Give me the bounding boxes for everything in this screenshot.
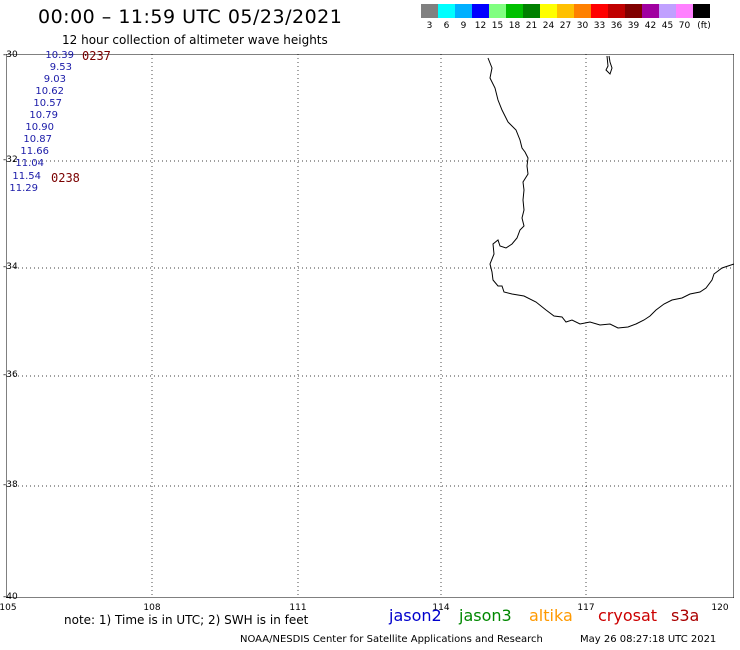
legend-s3a: s3a bbox=[671, 606, 700, 625]
wave-height-label: 11.04 bbox=[15, 158, 44, 169]
wave-height-label: 9.53 bbox=[49, 62, 72, 73]
color-scale-label: 15 bbox=[491, 21, 504, 31]
color-scale-label: 45 bbox=[661, 21, 674, 31]
wave-height-label: 10.87 bbox=[23, 134, 52, 145]
color-swatch bbox=[523, 4, 540, 18]
map-subtitle: 12 hour collection of altimeter wave hei… bbox=[62, 33, 328, 47]
color-swatch bbox=[625, 4, 642, 18]
legend-jason2: jason2 bbox=[389, 606, 442, 625]
color-swatch bbox=[455, 4, 472, 18]
color-scale-label: 6 bbox=[443, 21, 450, 31]
color-scale-label: 39 bbox=[627, 21, 640, 31]
color-swatch bbox=[472, 4, 489, 18]
footer-credit: NOAA/NESDIS Center for Satellite Applica… bbox=[240, 634, 543, 645]
color-swatch bbox=[489, 4, 506, 18]
wave-height-label: 10.90 bbox=[25, 122, 54, 133]
color-swatch bbox=[438, 4, 455, 18]
color-swatch bbox=[540, 4, 557, 18]
color-swatch bbox=[557, 4, 574, 18]
plot-frame bbox=[6, 54, 734, 598]
lon-label-117: 117 bbox=[577, 603, 595, 613]
wave-height-label: 10.39 bbox=[45, 50, 74, 61]
color-scale-label: 30 bbox=[576, 21, 589, 31]
legend-jason3: jason3 bbox=[459, 606, 512, 625]
wave-height-color-scale bbox=[421, 4, 710, 18]
map-plot bbox=[6, 54, 734, 598]
map-title: 00:00 – 11:59 UTC 05/23/2021 bbox=[38, 6, 343, 28]
lon-label-105: 105 bbox=[0, 603, 17, 613]
color-swatch bbox=[676, 4, 693, 18]
color-scale-label: 27 bbox=[559, 21, 572, 31]
color-swatch bbox=[506, 4, 523, 18]
color-scale-label: 36 bbox=[610, 21, 623, 31]
pass-time-label: 0238 bbox=[51, 171, 80, 185]
wave-height-label: 10.79 bbox=[29, 110, 58, 121]
lon-label-111: 111 bbox=[289, 603, 307, 613]
color-swatch bbox=[421, 4, 438, 18]
color-swatch bbox=[693, 4, 710, 18]
wave-height-label: 10.57 bbox=[33, 98, 62, 109]
color-scale-label: 12 bbox=[474, 21, 487, 31]
color-swatch bbox=[642, 4, 659, 18]
color-scale-label: 70 bbox=[678, 21, 691, 31]
lat-label-36: -36 bbox=[3, 370, 18, 380]
color-swatch bbox=[608, 4, 625, 18]
coastline-west-australia bbox=[487, 57, 734, 329]
color-scale-label: 18 bbox=[508, 21, 521, 31]
color-scale-label: 24 bbox=[542, 21, 555, 31]
coastline-islet bbox=[605, 55, 613, 75]
lon-label-120: 120 bbox=[711, 603, 729, 613]
color-swatch bbox=[591, 4, 608, 18]
pass-time-label: 0237 bbox=[82, 49, 111, 63]
wave-height-label: 11.29 bbox=[9, 183, 38, 194]
graticule bbox=[6, 54, 734, 598]
lat-label-40: -40 bbox=[3, 592, 18, 602]
wave-height-label: 11.66 bbox=[20, 146, 49, 157]
lon-label-114: 114 bbox=[432, 603, 450, 613]
color-swatch bbox=[574, 4, 591, 18]
color-scale-label: 21 bbox=[525, 21, 538, 31]
color-scale-label: 9 bbox=[460, 21, 467, 31]
lat-label-30: -30 bbox=[3, 50, 18, 60]
color-scale-label: 3 bbox=[426, 21, 433, 31]
legend-altika: altika bbox=[529, 606, 573, 625]
lat-label-32: -32 bbox=[3, 155, 18, 165]
color-scale-label: (ft) bbox=[697, 21, 711, 31]
footer-timestamp: May 26 08:27:18 UTC 2021 bbox=[580, 634, 717, 645]
color-scale-label: 33 bbox=[593, 21, 606, 31]
units-note: note: 1) Time is in UTC; 2) SWH is in fe… bbox=[64, 613, 309, 627]
wave-height-label: 10.62 bbox=[35, 86, 64, 97]
lon-label-108: 108 bbox=[143, 603, 161, 613]
lat-label-34: -34 bbox=[3, 262, 18, 272]
wave-height-label: 9.03 bbox=[43, 74, 66, 85]
color-scale-labels: 3 6 9 12 15 18 21 24 27 30 33 36 39 42 45 70 (ft) bbox=[421, 21, 715, 31]
legend-cryosat: cryosat bbox=[598, 606, 658, 625]
color-swatch bbox=[659, 4, 676, 18]
lat-label-38: -38 bbox=[3, 480, 18, 490]
color-scale-label: 42 bbox=[644, 21, 657, 31]
wave-height-label: 11.54 bbox=[12, 171, 41, 182]
